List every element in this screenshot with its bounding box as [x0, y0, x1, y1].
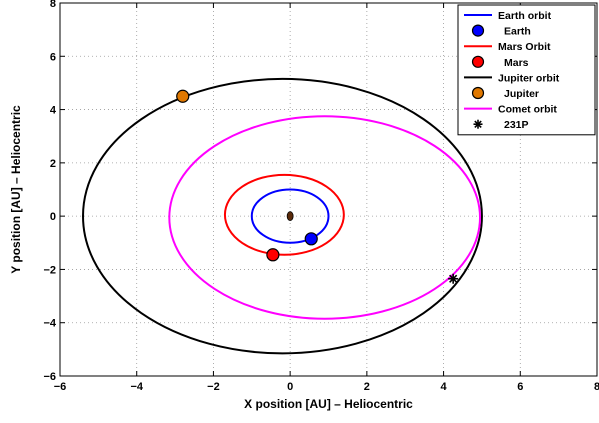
y-tick-label: 0 — [50, 211, 56, 223]
legend-label-jupiter: Jupiter — [504, 88, 539, 100]
legend-label-231p: 231P — [504, 119, 529, 131]
legend-label-mars: Mars — [504, 57, 529, 69]
jupiter-point — [176, 89, 190, 103]
legend-swatch-earth — [471, 24, 485, 37]
legend-label-earth-orbit: Earth orbit — [498, 10, 552, 22]
data-layer — [82, 77, 483, 355]
y-tick-label: 2 — [50, 158, 56, 170]
legend-swatch-jupiter — [471, 86, 485, 100]
legend-label-jupiter-orbit: Jupiter orbit — [498, 72, 560, 84]
legend-swatch-mars — [471, 55, 485, 68]
x-axis-label: X position [AU] – Heliocentric — [244, 397, 413, 411]
y-tick-label: 6 — [50, 51, 56, 63]
sun-marker — [286, 211, 294, 222]
y-tick-label: 4 — [50, 105, 57, 117]
legend: Earth orbit Earth Mars Orbit Mars Jupiter or… — [457, 4, 596, 136]
y-tick-label: 8 — [50, 0, 56, 10]
earth-point — [304, 232, 318, 246]
231p-point — [448, 273, 459, 284]
x-tick-label: 2 — [364, 381, 370, 393]
y-axis-label: Y position [AU] – Heliocentric — [9, 105, 23, 274]
jupiter-orbit-line — [82, 77, 483, 355]
y-tick-label: −2 — [43, 264, 56, 276]
legend-swatch-231p — [473, 119, 483, 129]
x-tick-label: −6 — [54, 381, 67, 393]
earth-orbit-line — [250, 188, 330, 244]
mars-orbit-line — [223, 173, 345, 256]
y-tick-label: −4 — [43, 318, 56, 330]
x-tick-label: 4 — [441, 381, 448, 393]
x-tick-label: −2 — [207, 381, 220, 393]
x-tick-label: 0 — [287, 381, 293, 393]
y-tick-label: −6 — [43, 371, 56, 383]
x-tick-label: −4 — [130, 381, 143, 393]
comet-orbit-line — [168, 115, 482, 320]
legend-label-earth: Earth — [504, 26, 531, 38]
legend-label-mars-orbit: Mars Orbit — [498, 41, 551, 53]
mars-point — [266, 248, 280, 262]
x-tick-label: 8 — [594, 381, 599, 393]
tick-layer: −6 −4 −2 0 2 4 6 8 −6 −4 −2 0 2 4 6 8 — [43, 0, 599, 393]
x-tick-label: 6 — [517, 381, 523, 393]
plot-frame — [59, 2, 598, 377]
legend-label-comet-orbit: Comet orbit — [498, 104, 557, 116]
